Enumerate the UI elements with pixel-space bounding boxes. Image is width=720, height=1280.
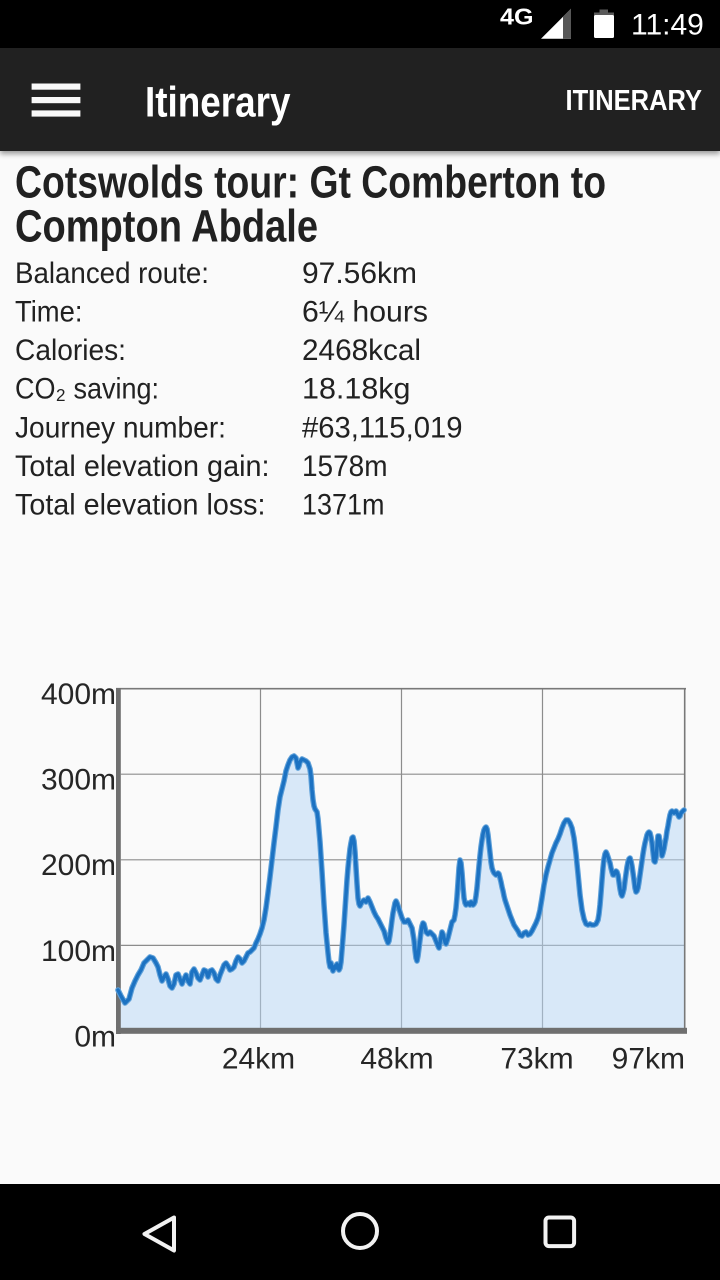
- svg-text:300m: 300m: [41, 764, 116, 797]
- svg-text:2468kcal: 2468kcal: [302, 334, 421, 367]
- svg-text:73km: 73km: [500, 1043, 573, 1076]
- svg-text:ITINERARY: ITINERARY: [566, 85, 703, 117]
- svg-text:Time:: Time:: [15, 296, 83, 329]
- svg-text:100m: 100m: [41, 935, 116, 968]
- svg-text:Total elevation gain:: Total elevation gain:: [15, 450, 270, 483]
- svg-text:18.18kg: 18.18kg: [302, 373, 411, 406]
- svg-text:97.56km: 97.56km: [302, 257, 417, 290]
- svg-text:48km: 48km: [360, 1043, 433, 1076]
- svg-text:Compton Abdale: Compton Abdale: [15, 201, 318, 252]
- svg-text:0m: 0m: [74, 1021, 116, 1054]
- svg-text:#63,115,019: #63,115,019: [302, 411, 463, 444]
- svg-text:Cotswolds tour: Gt Comberton t: Cotswolds tour: Gt Comberton to: [15, 157, 606, 208]
- svg-text:CO₂ saving:: CO₂ saving:: [15, 373, 159, 406]
- svg-text:Journey number:: Journey number:: [15, 411, 226, 444]
- svg-text:24km: 24km: [222, 1043, 295, 1076]
- svg-text:1578m: 1578m: [302, 450, 388, 483]
- svg-text:Balanced route:: Balanced route:: [15, 257, 209, 290]
- svg-text:97km: 97km: [612, 1043, 685, 1076]
- svg-text:4G: 4G: [500, 4, 534, 30]
- svg-text:6¼ hours: 6¼ hours: [302, 296, 428, 329]
- svg-text:Total elevation loss:: Total elevation loss:: [15, 488, 266, 521]
- svg-text:200m: 200m: [41, 849, 116, 882]
- svg-text:1371m: 1371m: [302, 488, 385, 521]
- svg-text:Itinerary: Itinerary: [145, 79, 291, 127]
- svg-text:400m: 400m: [41, 678, 116, 711]
- svg-text:Calories:: Calories:: [15, 334, 126, 367]
- svg-text:11:49: 11:49: [631, 9, 704, 42]
